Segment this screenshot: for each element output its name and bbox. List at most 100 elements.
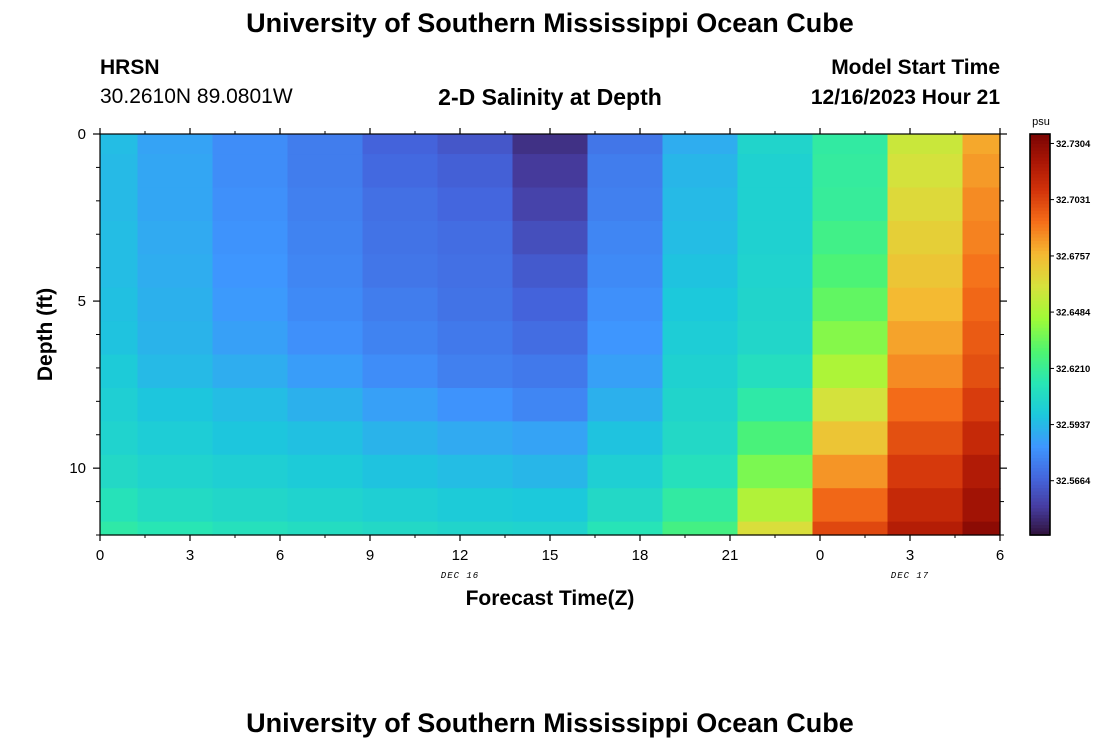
colorbar-segment xyxy=(1030,227,1050,232)
colorbar-tick-label: 32.7031 xyxy=(1056,195,1091,206)
heatmap-cell xyxy=(587,521,664,536)
heatmap-cell xyxy=(662,220,739,255)
colorbar-segment xyxy=(1030,324,1050,329)
heatmap-cell xyxy=(737,321,814,356)
heatmap-cell xyxy=(362,254,439,289)
heatmap-cell xyxy=(212,287,289,322)
heatmap-cell xyxy=(962,220,1001,255)
heatmap-cell xyxy=(812,454,889,489)
colorbar-segment xyxy=(1030,354,1050,359)
footer-title: University of Southern Mississippi Ocean… xyxy=(246,708,854,738)
heatmap-cell xyxy=(362,134,439,155)
colorbar-segment xyxy=(1030,444,1050,449)
heatmap-cell xyxy=(437,488,514,523)
heatmap-cell xyxy=(362,454,439,489)
heatmap-cell xyxy=(887,321,964,356)
station-coordinates: 30.2610N 89.0801W xyxy=(100,85,293,108)
colorbar-segment xyxy=(1030,274,1050,279)
heatmap-cell xyxy=(512,254,589,289)
heatmap-cell xyxy=(812,488,889,523)
heatmap-cell xyxy=(437,354,514,389)
colorbar-segment xyxy=(1030,454,1050,459)
colorbar-tick-label: 32.6210 xyxy=(1056,364,1090,375)
colorbar-tick-label: 32.6757 xyxy=(1056,251,1090,262)
heatmap-cell xyxy=(137,154,214,189)
colorbar-segment xyxy=(1030,511,1050,516)
heatmap-cell xyxy=(212,134,289,155)
heatmap-cell xyxy=(887,287,964,322)
heatmap-cell xyxy=(100,254,139,289)
heatmap-cell xyxy=(512,421,589,456)
colorbar-segment xyxy=(1030,317,1050,322)
heatmap-cell xyxy=(212,187,289,222)
colorbar-segment xyxy=(1030,337,1050,342)
heatmap-cell xyxy=(662,187,739,222)
heatmap-cell xyxy=(100,454,139,489)
station-name: HRSN xyxy=(100,56,160,79)
model-start-value: 12/16/2023 Hour 21 xyxy=(810,86,1000,109)
heatmap-cell xyxy=(137,354,214,389)
colorbar-segment xyxy=(1030,341,1050,346)
colorbar-tick-label: 32.7304 xyxy=(1056,139,1091,150)
heatmap-cell xyxy=(737,134,814,155)
colorbar-segment xyxy=(1030,397,1050,403)
heatmap-cell xyxy=(662,134,739,155)
colorbar-segment xyxy=(1030,334,1050,339)
heatmap-cell xyxy=(512,187,589,222)
heatmap-cell xyxy=(587,287,664,322)
colorbar-segment xyxy=(1030,134,1050,139)
date-label: DEC 16 xyxy=(441,571,479,581)
colorbar-segment xyxy=(1030,237,1050,242)
heatmap-cell xyxy=(362,521,439,536)
heatmap-cell xyxy=(137,387,214,422)
heatmap-cell xyxy=(362,220,439,255)
colorbar-segment xyxy=(1030,294,1050,299)
colorbar-segment xyxy=(1030,220,1050,225)
heatmap-cell xyxy=(962,287,1001,322)
colorbar-segment xyxy=(1030,391,1050,396)
heatmap-cell xyxy=(737,488,814,523)
heatmap-cell xyxy=(437,321,514,356)
heatmap-cell xyxy=(962,254,1001,289)
heatmap-cell xyxy=(287,254,364,289)
colorbar-segment xyxy=(1030,210,1050,215)
x-tick-label: 0 xyxy=(816,547,824,564)
colorbar-segment xyxy=(1030,524,1050,530)
heatmap-cell xyxy=(662,354,739,389)
colorbar-segment xyxy=(1030,230,1050,235)
colorbar-segment xyxy=(1030,271,1050,276)
colorbar-segment xyxy=(1030,458,1050,463)
colorbar-tick-label: 32.5937 xyxy=(1056,420,1090,431)
colorbar-segment xyxy=(1030,491,1050,496)
colorbar-segment xyxy=(1030,154,1050,159)
x-tick-label: 3 xyxy=(186,547,194,564)
colorbar-segment xyxy=(1030,441,1050,446)
colorbar-segment xyxy=(1030,384,1050,389)
colorbar-segment xyxy=(1030,367,1050,372)
heatmap-cell xyxy=(887,187,964,222)
colorbar-segment xyxy=(1030,464,1050,469)
heatmap-cell xyxy=(962,521,1001,536)
heatmap-cell xyxy=(137,287,214,322)
heatmap-cell xyxy=(812,521,889,536)
heatmap-cell xyxy=(587,321,664,356)
colorbar-segment xyxy=(1030,381,1050,386)
heatmap-cell xyxy=(662,421,739,456)
y-tick-label: 10 xyxy=(69,460,86,477)
colorbar-frame xyxy=(1029,133,1051,536)
colorbar-segment xyxy=(1030,401,1050,406)
heatmap-cell xyxy=(287,387,364,422)
heatmap-cell xyxy=(287,154,364,189)
heatmap-cell xyxy=(587,488,664,523)
colorbar-segment xyxy=(1030,174,1050,179)
heatmap-cell xyxy=(812,287,889,322)
x-tick-label: 12 xyxy=(452,547,469,564)
x-tick-label: 9 xyxy=(366,547,374,564)
colorbar-segment xyxy=(1030,347,1050,352)
colorbar-segment xyxy=(1030,301,1050,306)
heatmap-cell xyxy=(212,254,289,289)
colorbar-segment xyxy=(1030,144,1050,149)
heatmap-cell xyxy=(812,220,889,255)
colorbar-segment xyxy=(1030,504,1050,509)
heatmap-cell xyxy=(137,454,214,489)
